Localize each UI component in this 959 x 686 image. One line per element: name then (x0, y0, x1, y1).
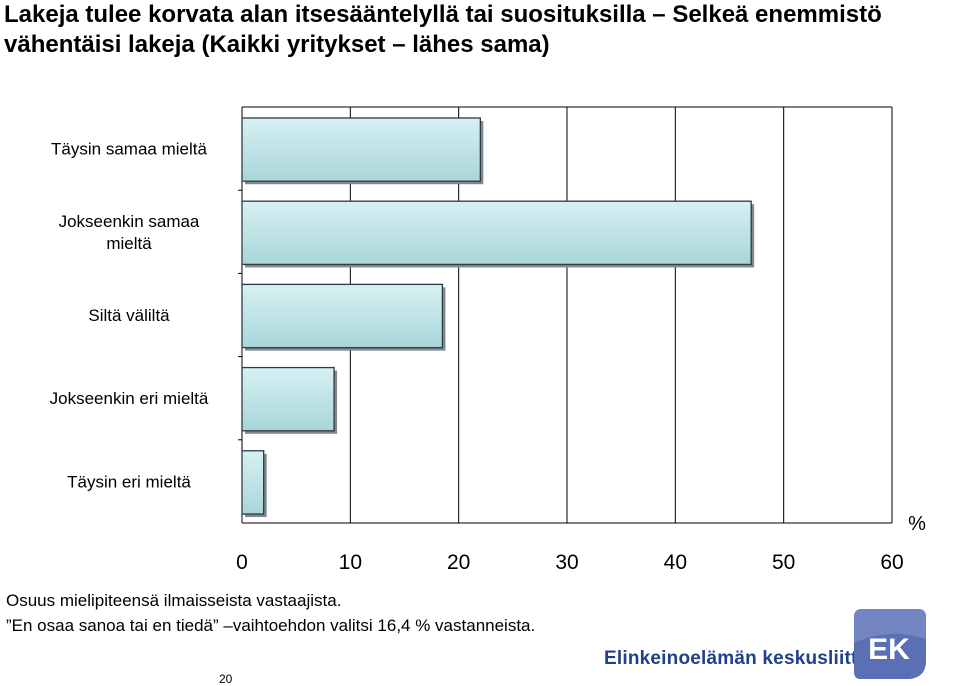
bar (241, 117, 481, 182)
organization-name: Elinkeinoelämän keskusliitto (604, 648, 870, 669)
x-tick-label: 20 (447, 551, 470, 574)
x-tick-label: 0 (236, 551, 248, 574)
x-tick-label: 60 (880, 551, 903, 574)
x-tick-label: 50 (772, 551, 795, 574)
bars (241, 117, 755, 518)
x-tick-label: 10 (339, 551, 362, 574)
x-tick-label: 40 (664, 551, 687, 574)
footnote-dont-know: ”En osaa sanoa tai en tiedä” –vaihtoehdo… (6, 616, 536, 635)
bar (241, 366, 335, 432)
bar (241, 200, 752, 266)
footnote-respondents: Osuus mielipiteensä ilmaisseista vastaaj… (6, 591, 342, 610)
ek-logo-text: EK (868, 633, 910, 666)
chart-title: Lakeja tulee korvata alan itsesääntelyll… (4, 1, 882, 58)
x-tick-labels: 0 10 20 30 40 50 60 (236, 551, 904, 574)
ek-logo-icon: EK (854, 609, 926, 679)
page-number: 20 (219, 672, 233, 686)
x-tick-label: 30 (555, 551, 578, 574)
category-label: Jokseenkin eri mieltä (50, 389, 209, 408)
gridlines (238, 106, 893, 524)
category-label: Jokseenkin samaa mieltä (59, 212, 200, 253)
category-label: Siltä väliltä (88, 306, 170, 325)
x-axis-unit: % (908, 513, 926, 535)
category-label: Täysin eri mieltä (67, 472, 191, 491)
category-label: Täysin samaa mieltä (51, 140, 207, 159)
category-labels: Täysin samaa mieltä Jokseenkin samaa mielt… (50, 140, 209, 492)
bar-chart: Täysin samaa mieltä Jokseenkin samaa mielt… (50, 106, 926, 574)
bar (241, 450, 265, 515)
bar (241, 283, 444, 349)
